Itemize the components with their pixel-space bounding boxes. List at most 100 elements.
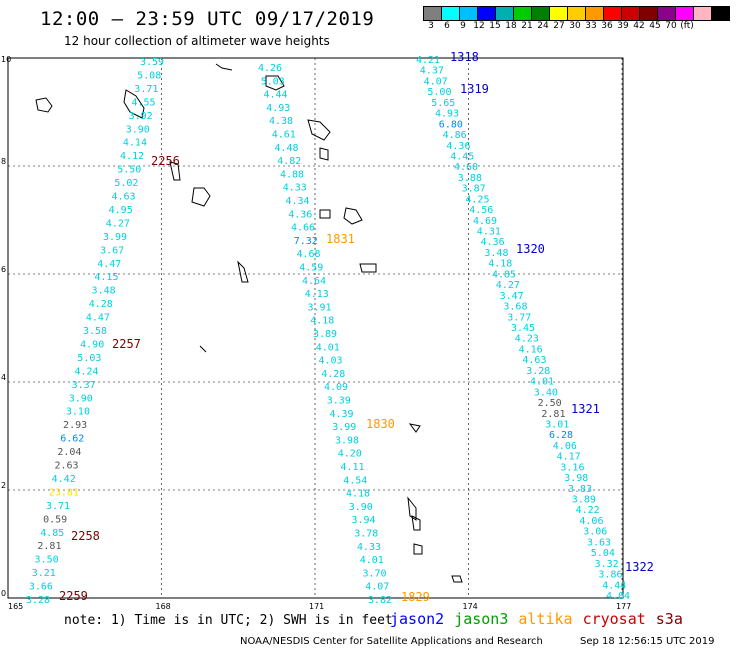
wave-height-value: 4.93 (266, 103, 290, 114)
wave-height-value: 4.86 (443, 130, 467, 141)
wave-height-value: 3.70 (363, 568, 387, 579)
wave-height-value: 4.17 (557, 452, 581, 463)
colorbar-label: 12 (473, 21, 485, 31)
wave-height-value: 4.27 (106, 218, 130, 229)
wave-height-value: 4.22 (576, 505, 600, 516)
wave-height-value: 3.98 (335, 435, 359, 446)
colorbar (423, 6, 730, 21)
colorbar-labels: 3 6 9 12 15 18 21 24 27 30 33 36 39 42 45 70 (ft) (423, 21, 695, 31)
island (307, 119, 331, 141)
x-tick-label: 177 (616, 602, 631, 611)
island (319, 209, 331, 219)
wave-height-value: 6.28 (549, 430, 573, 441)
wave-height-value: 3.48 (484, 248, 508, 259)
colorbar-label: 36 (601, 21, 613, 31)
wave-height-value: 4.47 (86, 313, 110, 324)
wave-height-value: 4.01 (530, 377, 554, 388)
island (237, 260, 249, 283)
satellite-legend: jason2 jason3 altika cryosat s3a (390, 610, 693, 628)
island (123, 89, 145, 119)
island (451, 575, 463, 583)
wave-height-value: 4.07 (424, 76, 448, 87)
wave-height-value: 4.66 (291, 223, 315, 234)
colorbar-cell (621, 6, 640, 21)
wave-height-value: 4.18 (488, 259, 512, 270)
colorbar-label: 30 (569, 21, 581, 31)
wave-height-value: 4.44 (602, 580, 626, 591)
wave-height-value: 4.18 (346, 489, 370, 500)
colorbar-cell (495, 6, 514, 21)
wave-height-value: 4.37 (420, 66, 444, 77)
colorbar-label: 6 (444, 21, 450, 31)
grid-lines (8, 58, 623, 598)
island (265, 75, 285, 91)
y-tick-label: 4 (1, 373, 6, 382)
wave-height-value: 3.59 (140, 57, 164, 68)
wave-height-value: 3.99 (332, 422, 356, 433)
wave-height-value: 4.04 (606, 591, 630, 602)
wave-height-value: 4.55 (131, 97, 155, 108)
colorbar-label: 27 (553, 21, 565, 31)
wave-height-value: 0.59 (43, 514, 67, 525)
wave-height-value: 3.71 (46, 501, 70, 512)
colorbar-label: 33 (585, 21, 597, 31)
wave-height-value: 2.50 (538, 398, 562, 409)
wave-height-value: 4.16 (519, 344, 543, 355)
wave-height-value: 2.04 (57, 447, 81, 458)
wave-height-value: 4.11 (341, 462, 365, 473)
wave-height-value: 3.32 (595, 559, 619, 570)
colorbar-cell (675, 6, 694, 21)
x-tick-label: 174 (463, 602, 478, 611)
wave-height-value: 3.45 (511, 323, 535, 334)
wave-height-value: 4.33 (357, 542, 381, 553)
colorbar-label: 9 (460, 21, 466, 31)
island (169, 161, 181, 181)
pass-time-label: 1319 (460, 82, 489, 96)
colorbar-cell (549, 6, 568, 21)
wave-height-value: 5.04 (591, 548, 615, 559)
wave-height-value: 4.64 (302, 276, 326, 287)
wave-height-value: 3.86 (598, 570, 622, 581)
wave-height-value: 4.48 (275, 143, 299, 154)
colorbar-cell (639, 6, 658, 21)
legend-jason3: jason3 (454, 610, 509, 628)
wave-height-value: 5.03 (77, 353, 101, 364)
track-values: 3.59 5.08 3.71 4.55 3.92 3.90 4.14 4.12 5.50 5.02… (26, 55, 630, 606)
pass-time-label: 1320 (516, 242, 545, 256)
wave-height-value: 4.36 (481, 237, 505, 248)
wave-height-value: 3.90 (349, 502, 373, 513)
wave-height-value: 5.02 (114, 178, 138, 189)
wave-height-value: 4.85 (40, 528, 64, 539)
wave-height-value: 3.71 (134, 84, 158, 95)
colorbar-label: 3 (428, 21, 434, 31)
map-subtitle: 12 hour collection of altimeter wave hei… (64, 34, 330, 48)
x-tick-label: 168 (156, 602, 171, 611)
wave-height-value: 6.62 (60, 434, 84, 445)
axis-tick-labels: 165 168 171 174 177 0 2 4 6 8 10 (1, 55, 631, 611)
islands (35, 63, 463, 583)
pass-time-label: 1318 (450, 50, 479, 64)
wave-height-value: 3.28 (526, 366, 550, 377)
wave-height-value: 6.80 (439, 119, 463, 130)
wave-height-value: 4.34 (286, 196, 310, 207)
wave-height-value: 4.01 (360, 555, 384, 566)
wave-height-value: 4.69 (473, 216, 497, 227)
legend-s3a: s3a (655, 610, 683, 628)
y-tick-label: 6 (1, 265, 6, 274)
wave-height-value: 3.99 (103, 232, 127, 243)
wave-height-value: 3.92 (129, 111, 153, 122)
colorbar-label: 45 (649, 21, 661, 31)
wave-height-value: 3.66 (29, 582, 53, 593)
wave-height-value: 4.28 (89, 299, 113, 310)
footer-timestamp: Sep 18 12:56:15 UTC 2019 (580, 636, 715, 647)
wave-height-value: 4.13 (305, 289, 329, 300)
wave-height-value: 4.06 (553, 441, 577, 452)
wave-height-value: 4.26 (258, 63, 282, 74)
legend-jason2: jason2 (390, 610, 445, 628)
pass-time-labels: 2256 2257 2258 2259 1831 1830 1829 1318 1319 1320… (59, 50, 654, 604)
wave-height-value: 4.56 (469, 205, 493, 216)
wave-height-value: 4.63 (522, 355, 546, 366)
island (408, 423, 421, 433)
wave-height-value: 3.87 (462, 184, 486, 195)
